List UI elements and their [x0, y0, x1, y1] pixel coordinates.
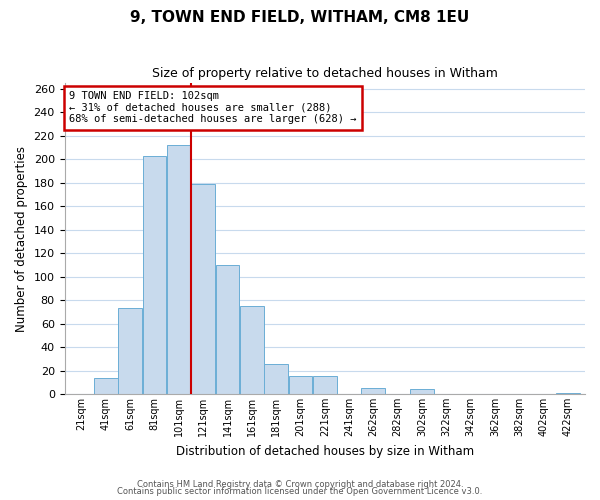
- Bar: [289, 376, 313, 394]
- Bar: [191, 184, 215, 394]
- Bar: [264, 364, 288, 394]
- Title: Size of property relative to detached houses in Witham: Size of property relative to detached ho…: [152, 68, 498, 80]
- Bar: [556, 393, 580, 394]
- Y-axis label: Number of detached properties: Number of detached properties: [15, 146, 28, 332]
- Bar: [240, 306, 264, 394]
- Text: Contains public sector information licensed under the Open Government Licence v3: Contains public sector information licen…: [118, 488, 482, 496]
- Text: Contains HM Land Registry data © Crown copyright and database right 2024.: Contains HM Land Registry data © Crown c…: [137, 480, 463, 489]
- Bar: [313, 376, 337, 394]
- Bar: [118, 308, 142, 394]
- Bar: [361, 388, 385, 394]
- Bar: [143, 156, 166, 394]
- Text: 9, TOWN END FIELD, WITHAM, CM8 1EU: 9, TOWN END FIELD, WITHAM, CM8 1EU: [130, 10, 470, 25]
- X-axis label: Distribution of detached houses by size in Witham: Distribution of detached houses by size …: [176, 444, 474, 458]
- Bar: [94, 378, 118, 394]
- Bar: [167, 145, 191, 394]
- Bar: [410, 390, 434, 394]
- Text: 9 TOWN END FIELD: 102sqm
← 31% of detached houses are smaller (288)
68% of semi-: 9 TOWN END FIELD: 102sqm ← 31% of detach…: [70, 92, 357, 124]
- Bar: [215, 265, 239, 394]
